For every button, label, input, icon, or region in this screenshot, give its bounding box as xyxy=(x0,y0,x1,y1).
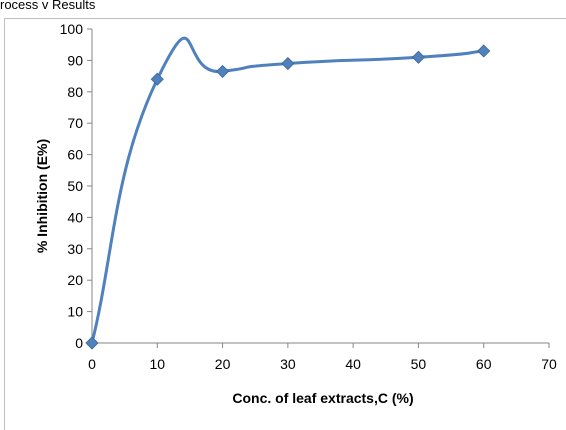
x-tick-label: 70 xyxy=(541,356,557,372)
x-axis-title: Conc. of leaf extracts,C (%) xyxy=(232,390,413,406)
x-tick-label: 30 xyxy=(280,356,296,372)
y-tick-label: 40 xyxy=(67,209,83,225)
data-point-marker xyxy=(85,336,99,350)
y-tick-label: 30 xyxy=(67,241,83,257)
x-tick-label: 50 xyxy=(411,356,427,372)
x-tick-label: 10 xyxy=(149,356,165,372)
x-tick-label: 40 xyxy=(345,356,361,372)
y-tick-label: 70 xyxy=(67,115,83,131)
y-tick-label: 0 xyxy=(75,335,83,351)
y-tick-label: 20 xyxy=(67,272,83,288)
data-point-marker xyxy=(216,64,230,78)
x-tick-label: 0 xyxy=(88,356,96,372)
y-tick-label: 10 xyxy=(67,304,83,320)
y-tick-label: 100 xyxy=(60,21,84,37)
data-point-marker xyxy=(477,44,491,58)
y-axis-ticks: 0 10 20 30 40 50 60 70 80 90 100 xyxy=(60,21,92,351)
x-tick-label: 60 xyxy=(476,356,492,372)
data-point-marker xyxy=(281,56,295,71)
y-tick-label: 80 xyxy=(67,84,83,100)
y-tick-label: 60 xyxy=(67,147,83,163)
y-tick-label: 50 xyxy=(67,178,83,194)
x-axis-ticks: 0 10 20 30 40 50 60 70 xyxy=(88,343,557,372)
data-point-marker xyxy=(411,50,425,64)
data-point-marker xyxy=(150,72,164,86)
header-fragment: rocess v Results xyxy=(0,0,96,12)
x-tick-label: 20 xyxy=(215,356,231,372)
series-markers xyxy=(85,44,491,350)
y-tick-label: 90 xyxy=(67,52,83,68)
y-axis-title: % Inhibition (E%) xyxy=(34,139,50,253)
